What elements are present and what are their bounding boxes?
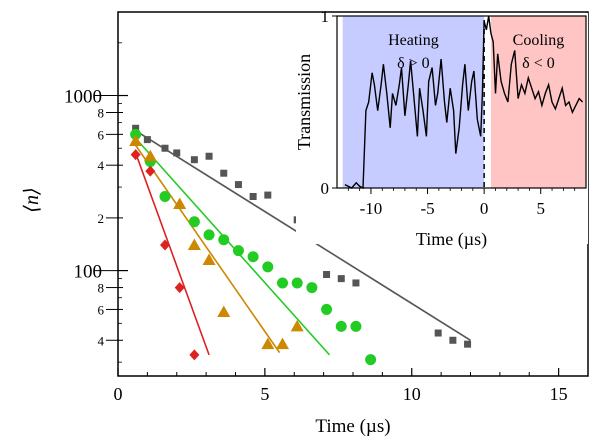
- inset-regions: Heating δ > 0 Cooling δ < 0: [342, 16, 586, 188]
- main-y-major-tick-label: 100: [74, 262, 103, 283]
- main-y-minor-tick-label: 6: [98, 127, 105, 142]
- data-point-circle: [321, 303, 333, 315]
- data-point-circle: [262, 261, 274, 273]
- region-cooling: [490, 16, 586, 188]
- data-point-circle: [188, 216, 200, 228]
- data-point-square: [449, 336, 457, 344]
- data-point-diamond: [130, 149, 141, 161]
- data-point-triangle: [290, 319, 304, 332]
- inset-y-tick-label: 0: [321, 179, 330, 198]
- inset-x-tick-label: -10: [360, 199, 383, 218]
- main-y-minor-tick-label: 8: [98, 105, 105, 120]
- data-point-square: [205, 152, 213, 160]
- data-point-square: [132, 124, 140, 132]
- data-point-square: [249, 193, 257, 201]
- main-y-minor-tick-label: 2: [98, 211, 105, 226]
- inset-x-tick-label: -5: [420, 199, 434, 218]
- data-point-square: [323, 270, 331, 278]
- data-point-triangle: [173, 197, 187, 210]
- inset-y-tick-label: 1: [321, 7, 330, 26]
- data-point-circle: [335, 320, 347, 332]
- main-y-ticks: 100 1000 4 6 8 2 4 6 8: [64, 11, 128, 363]
- data-point-diamond: [145, 165, 156, 177]
- inset-transmission-trace: [344, 15, 584, 190]
- main-x-tick-label: 15: [550, 384, 568, 404]
- data-point-square: [337, 275, 345, 283]
- region-label-heating: Heating: [388, 32, 439, 49]
- main-x-axis-label: Time (µs): [315, 416, 390, 437]
- region-label-cooling: Cooling: [513, 32, 565, 49]
- main-y-minor-tick-label: 6: [98, 302, 105, 317]
- data-point-triangle: [217, 305, 231, 318]
- data-point-triangle: [276, 337, 289, 350]
- data-point-circle: [291, 277, 303, 289]
- main-x-ticks: 0 5 10 15: [114, 368, 568, 404]
- data-point-square: [220, 169, 228, 177]
- data-point-circle: [277, 277, 288, 289]
- data-point-circle: [159, 191, 171, 203]
- data-point-circle: [232, 245, 244, 257]
- data-point-triangle: [261, 337, 275, 350]
- data-point-circle: [218, 234, 230, 246]
- data-point-diamond: [174, 282, 185, 294]
- data-points: [129, 124, 472, 366]
- data-point-square: [173, 149, 181, 157]
- data-point-square: [464, 340, 472, 348]
- inset-x-tick-label: 5: [536, 199, 545, 218]
- inset-x-ticks: -10 -5 0 5: [347, 188, 576, 218]
- main-x-tick-label: 0: [114, 384, 123, 404]
- region-sublabel-heating: δ > 0: [397, 55, 430, 72]
- main-x-tick-label: 5: [260, 384, 269, 404]
- main-y-minor-tick-label: 8: [98, 281, 105, 296]
- main-plot: 0 5 10 15 100 1000 4 6 8 2 4 6 8 Time (µs) ⟨n⟩: [21, 11, 589, 437]
- inset-x-axis-label: Time (µs): [416, 229, 487, 250]
- data-point-diamond: [189, 349, 200, 361]
- data-point-square: [143, 136, 151, 144]
- data-point-circle: [350, 320, 362, 332]
- main-x-tick-label: 10: [403, 384, 421, 404]
- data-point-circle: [203, 229, 215, 241]
- main-y-axis-label: ⟨n⟩: [21, 187, 43, 213]
- data-point-circle: [365, 354, 377, 366]
- inset-y-ticks: 01: [321, 7, 337, 198]
- data-point-square: [161, 144, 169, 152]
- data-point-circle: [306, 282, 318, 294]
- data-point-square: [434, 329, 442, 337]
- data-point-diamond: [160, 239, 170, 251]
- main-y-minor-tick-label: 4: [98, 333, 105, 348]
- data-point-circle: [130, 128, 142, 140]
- data-point-square: [190, 156, 198, 164]
- data-point-circle: [247, 251, 259, 263]
- region-sublabel-cooling: δ < 0: [522, 55, 555, 72]
- data-point-square: [264, 191, 272, 199]
- fit-line-diamond: [134, 152, 210, 356]
- data-point-square: [234, 181, 242, 189]
- fit-line-circle: [135, 137, 331, 356]
- data-point-triangle: [129, 134, 143, 146]
- data-point-triangle: [143, 149, 157, 162]
- data-point-triangle: [202, 253, 216, 265]
- fit-line-triangle: [134, 144, 281, 354]
- data-point-square: [352, 279, 360, 287]
- inset-y-axis-label: Transmission: [294, 54, 314, 150]
- main-y-major-tick-label: 1000: [64, 87, 102, 108]
- inset-x-tick-label: 0: [480, 199, 489, 218]
- data-point-triangle: [187, 238, 201, 251]
- main-y-minor-tick-label: 4: [98, 158, 105, 173]
